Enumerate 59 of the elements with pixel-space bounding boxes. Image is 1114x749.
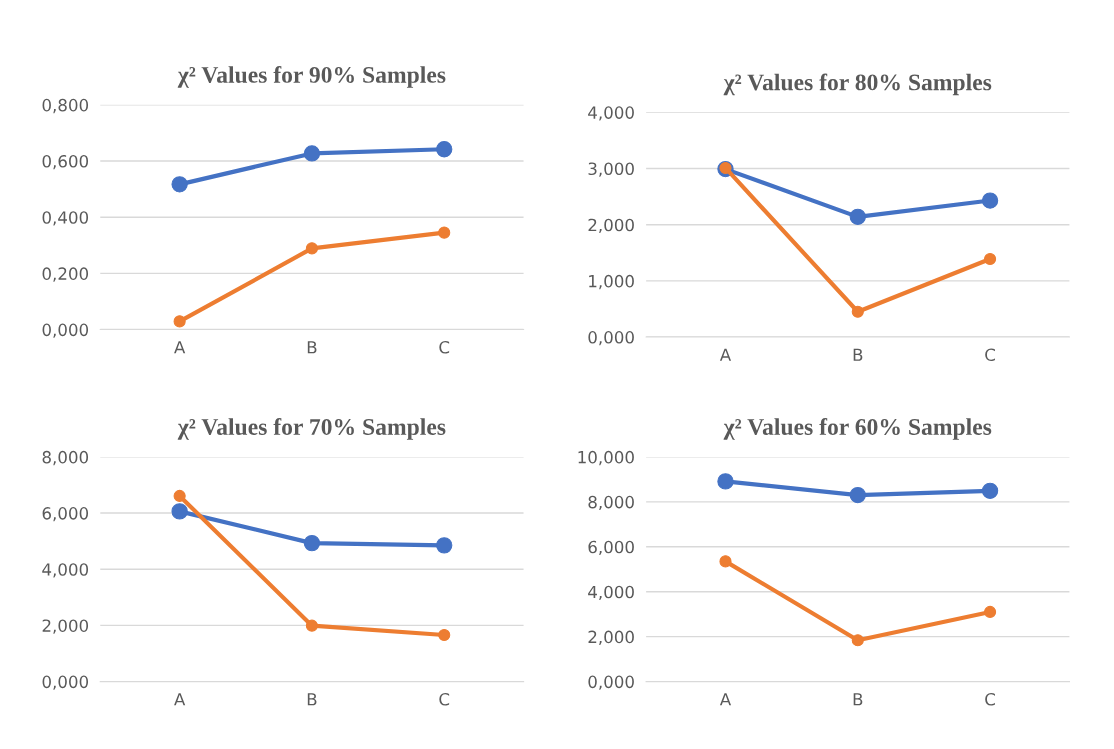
y-tick-label: 8,000 [588,495,634,511]
x-tick-label: B [307,693,317,706]
point [983,605,997,619]
point [305,242,318,255]
y-tick-label: 0,000 [588,675,634,690]
y-tick-label: 0,000 [588,331,634,346]
y-tick-label: 4,000 [588,585,634,600]
point [438,628,451,642]
x-tick-label: C [985,348,995,362]
point [303,534,321,552]
point [849,208,866,225]
y-tick-label: 10,000 [578,450,634,466]
y-tick-label: 1,000 [589,274,634,290]
point [983,252,997,266]
x-tick-label: C [439,693,450,706]
y-tick-label: 4,000 [588,106,634,121]
x-tick-label: C [439,340,450,354]
point [981,192,999,209]
y-tick-label: 0,600 [42,155,89,170]
point [438,226,451,239]
y-tick-label: 3,000 [588,162,634,177]
x-tick-label: A [174,693,186,706]
x-tick-label: B [853,348,863,361]
x-tick-label: B [307,341,317,354]
point [717,473,734,490]
point [303,145,321,162]
point [849,486,866,504]
point [851,634,864,647]
point [305,619,318,632]
x-tick-label: B [853,693,863,706]
y-tick-label: 2,000 [588,218,634,233]
y-tick-label: 2,000 [42,619,89,634]
point [171,503,188,520]
y-tick-label: 0,200 [42,267,89,282]
y-tick-label: 0,000 [42,323,89,338]
chart-title: χ² Values for 70% Samples [177,418,446,440]
y-tick-label: 0,000 [42,675,89,690]
point [851,305,864,318]
y-tick-label: 0,800 [42,98,89,114]
x-tick-label: A [719,693,732,706]
x-tick-label: C [985,693,995,706]
y-tick-label: 4,000 [42,563,89,578]
y-tick-label: 6,000 [588,540,634,556]
y-tick-label: 6,000 [42,507,89,522]
point [981,482,999,499]
y-tick-label: 8,000 [42,450,89,466]
point [173,489,186,503]
y-tick-label: 2,000 [588,630,634,645]
chart-title: χ² Values for 60% Samples [723,418,992,440]
point [173,315,186,328]
point [719,555,732,568]
point [171,176,188,193]
chart-title: χ² Values for 90% Samples [177,66,446,88]
y-tick-label: 0,400 [42,211,89,226]
x-tick-label: A [174,341,186,354]
point [436,141,453,158]
point [436,537,453,554]
x-tick-label: A [719,348,732,361]
chart-title: χ² Values for 80% Samples [723,73,992,96]
